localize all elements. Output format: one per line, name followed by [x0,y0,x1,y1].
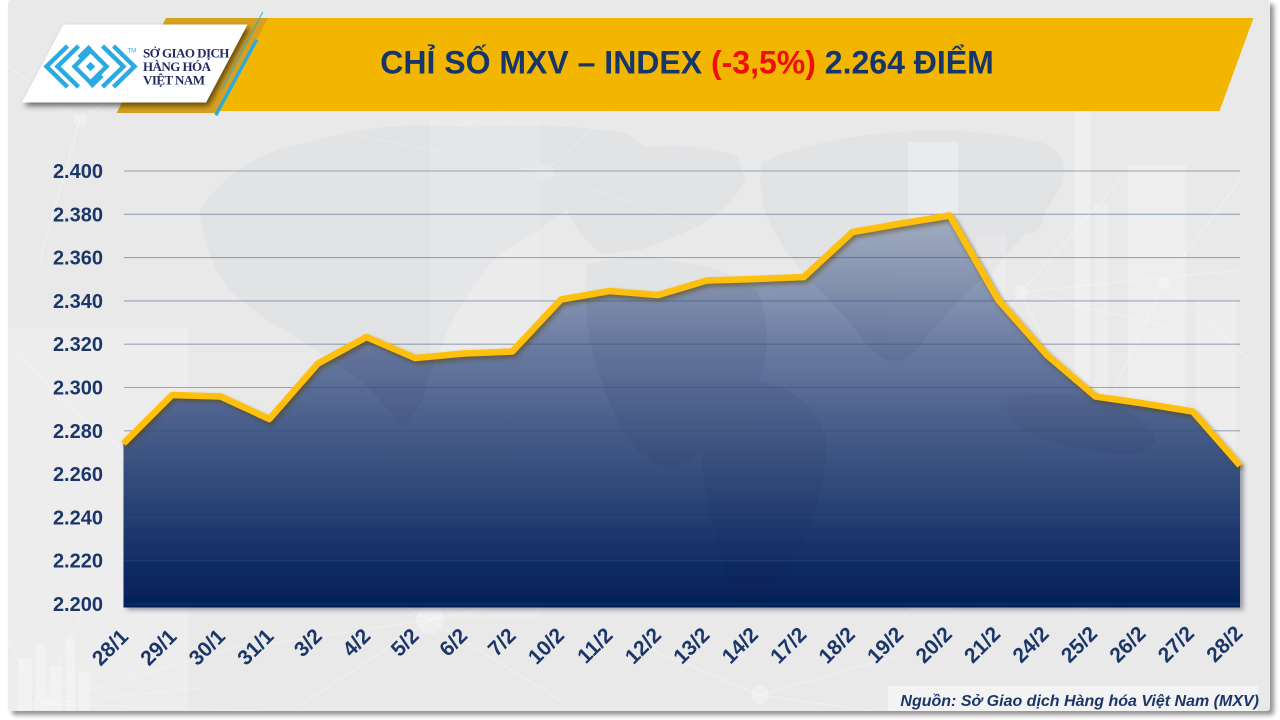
svg-text:5/2: 5/2 [387,624,424,661]
svg-text:18/2: 18/2 [815,623,860,668]
svg-text:6/2: 6/2 [435,624,472,661]
svg-text:2.300: 2.300 [53,378,103,400]
svg-text:31/1: 31/1 [233,625,278,670]
svg-text:2.340: 2.340 [53,291,103,313]
svg-text:21/2: 21/2 [960,623,1005,668]
svg-text:20/2: 20/2 [912,623,957,668]
svg-text:2.260: 2.260 [53,464,103,486]
svg-text:7/2: 7/2 [484,624,521,661]
svg-text:30/1: 30/1 [185,625,230,670]
svg-text:2.200: 2.200 [53,594,103,616]
svg-text:2.320: 2.320 [53,334,103,356]
svg-text:10/2: 10/2 [524,624,569,669]
svg-text:SỞ GIAO DỊCH: SỞ GIAO DỊCH [143,46,229,61]
svg-text:2.280: 2.280 [53,421,103,443]
svg-text:2.220: 2.220 [53,551,103,573]
svg-text:Nguồn: Sở Giao dịch Hàng hóa V: Nguồn: Sở Giao dịch Hàng hóa Việt Nam (M… [900,693,1259,710]
svg-text:CHỈ SỐ MXV – INDEX (-3,5%) 2.2: CHỈ SỐ MXV – INDEX (-3,5%) 2.264 ĐIỂM [380,45,994,81]
svg-text:25/2: 25/2 [1057,622,1102,667]
svg-text:HÀNG HÓA: HÀNG HÓA [143,59,212,74]
svg-text:3/2: 3/2 [290,625,327,662]
svg-text:13/2: 13/2 [669,623,714,668]
svg-text:19/2: 19/2 [863,623,908,668]
svg-text:4/2: 4/2 [338,624,375,661]
svg-text:26/2: 26/2 [1105,622,1150,667]
svg-text:24/2: 24/2 [1008,622,1053,667]
svg-text:28/2: 28/2 [1202,622,1247,667]
svg-text:VIỆT NAM: VIỆT NAM [143,73,205,88]
svg-text:14/2: 14/2 [718,623,763,668]
svg-text:17/2: 17/2 [766,623,811,668]
svg-text:2.360: 2.360 [53,248,103,270]
svg-text:2.380: 2.380 [53,204,103,226]
svg-text:2.400: 2.400 [53,161,103,183]
svg-text:27/2: 27/2 [1154,622,1199,667]
svg-text:12/2: 12/2 [621,624,666,669]
svg-text:11/2: 11/2 [573,624,617,668]
svg-text:TM: TM [128,49,137,55]
svg-text:2.240: 2.240 [53,507,103,529]
